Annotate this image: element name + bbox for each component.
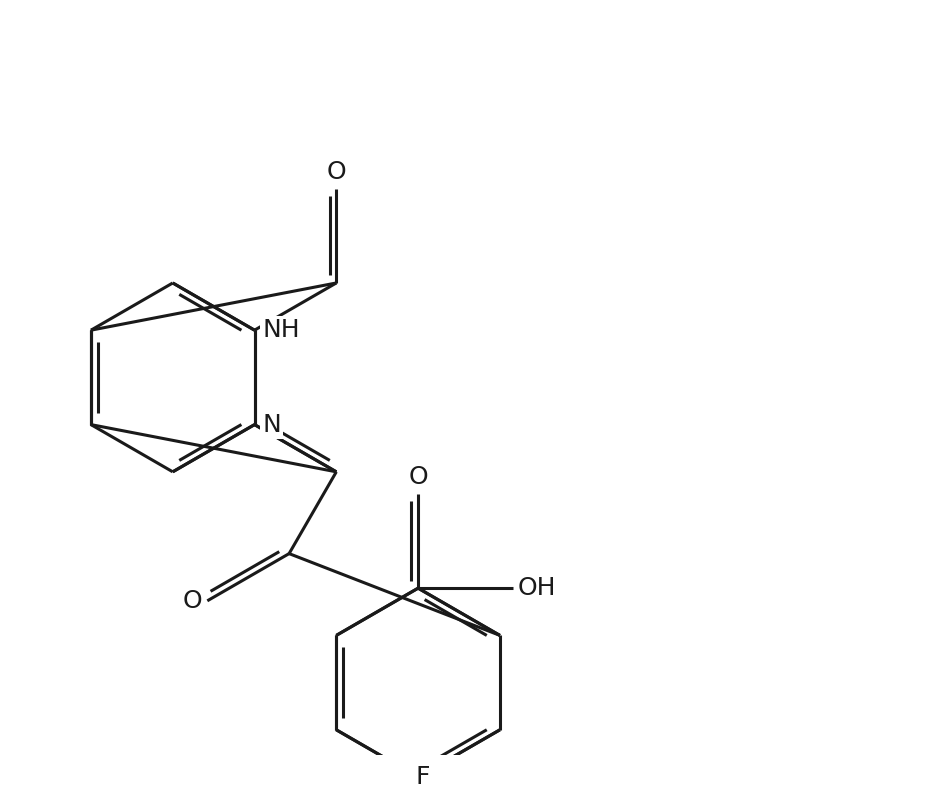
Text: F: F	[415, 765, 430, 789]
Text: N: N	[263, 412, 281, 436]
Text: O: O	[183, 589, 203, 613]
Text: O: O	[327, 160, 346, 184]
Text: NH: NH	[263, 318, 300, 342]
Text: O: O	[409, 465, 428, 489]
Text: OH: OH	[518, 576, 556, 600]
